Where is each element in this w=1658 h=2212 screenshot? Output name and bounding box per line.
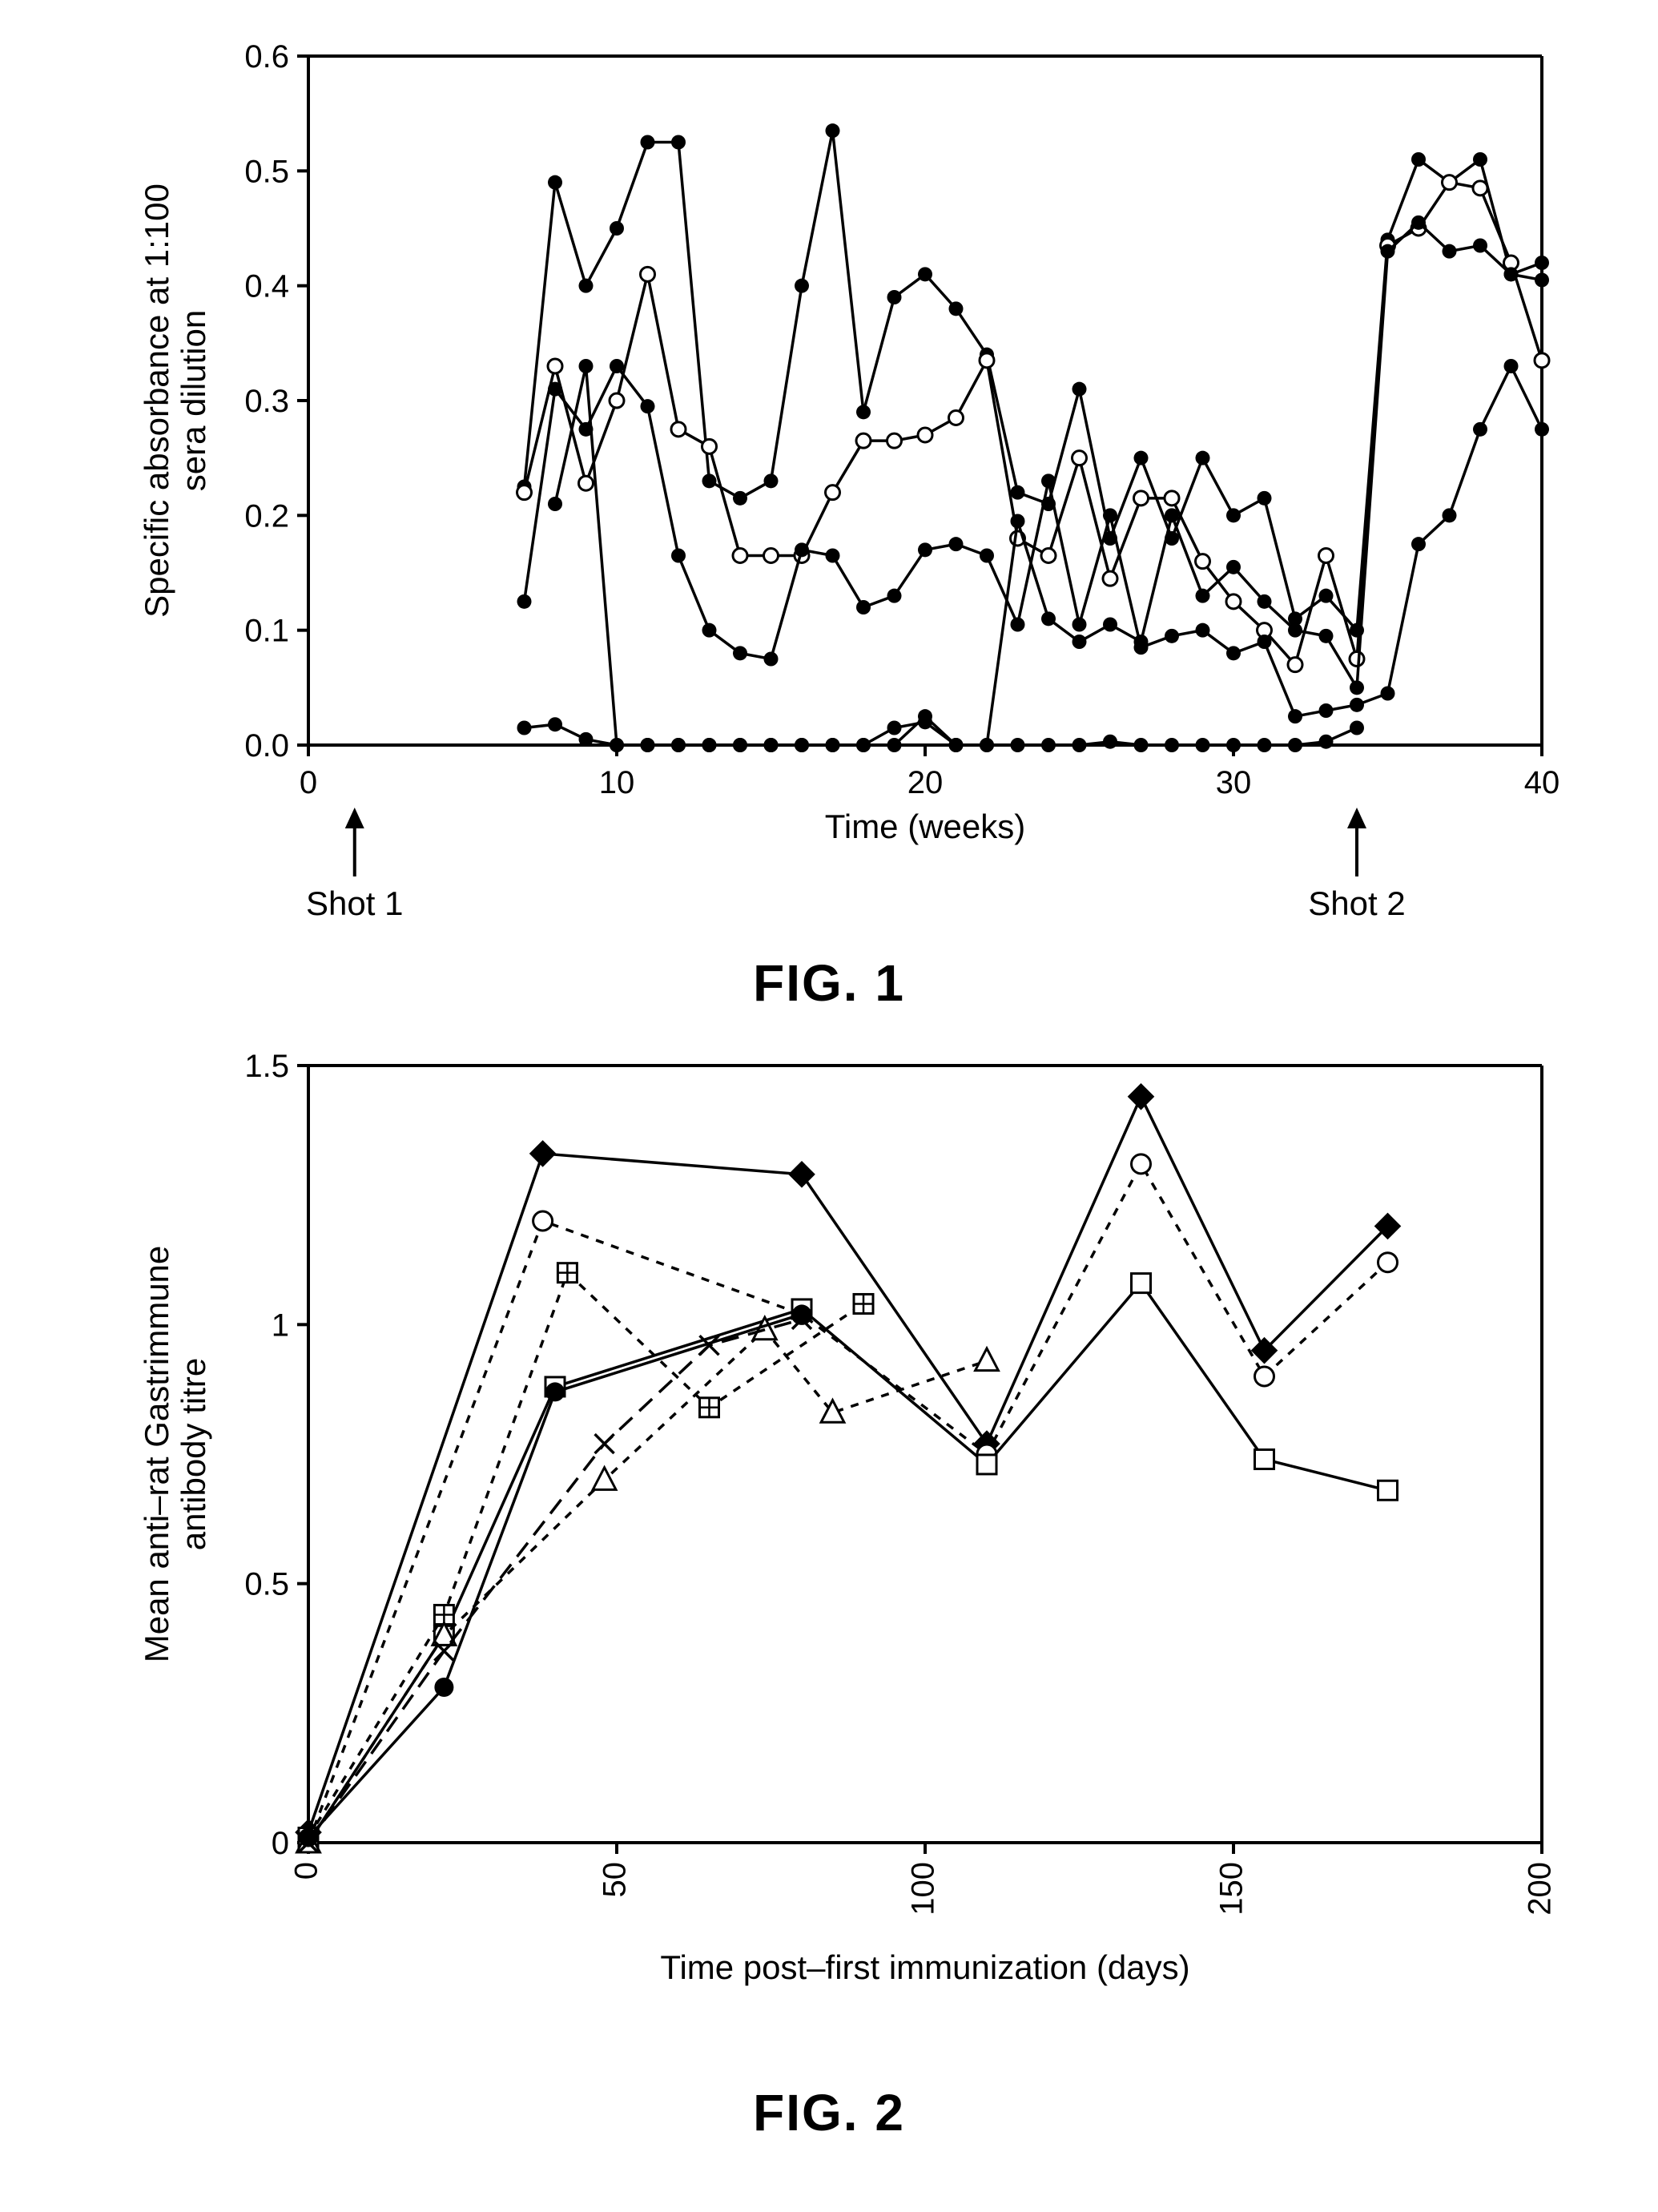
svg-text:0: 0 <box>272 1826 289 1861</box>
svg-text:0.4: 0.4 <box>244 269 289 304</box>
svg-text:0.2: 0.2 <box>244 498 289 534</box>
svg-text:Specific absorbance at 1:100se: Specific absorbance at 1:100sera dilutio… <box>138 183 212 618</box>
figure-2: 0 50 100 150 200 0 0.5 1 1.5 Time post–first immu… <box>0 1042 1658 2142</box>
svg-text:40: 40 <box>1524 765 1560 800</box>
figure-2-chart: 0 50 100 150 200 0 0.5 1 1.5 Time post–first immu… <box>68 1042 1590 2083</box>
svg-text:0: 0 <box>289 1862 324 1880</box>
svg-text:0.0: 0.0 <box>244 728 289 764</box>
svg-text:0.1: 0.1 <box>244 614 289 649</box>
svg-text:0.3: 0.3 <box>244 384 289 419</box>
svg-text:50: 50 <box>598 1862 633 1898</box>
svg-text:0.5: 0.5 <box>244 1567 289 1602</box>
svg-text:Time post–first immunization (: Time post–first immunization (days) <box>660 1948 1189 1986</box>
svg-text:150: 150 <box>1214 1862 1250 1916</box>
figure-1: 0 10 20 30 40 0.0 0.1 0.2 0.3 0.4 0.5 0.6 Time (week… <box>0 32 1658 1013</box>
svg-text:0.5: 0.5 <box>244 154 289 189</box>
figure-1-chart: 0 10 20 30 40 0.0 0.1 0.2 0.3 0.4 0.5 0.6 Time (week… <box>68 32 1590 953</box>
figure-1-label: FIG. 1 <box>0 953 1658 1013</box>
svg-text:20: 20 <box>907 765 944 800</box>
svg-text:Mean anti–rat Gastrimmuneantib: Mean anti–rat Gastrimmuneantibody titre <box>138 1246 212 1663</box>
svg-text:200: 200 <box>1523 1862 1558 1916</box>
svg-text:0: 0 <box>300 765 317 800</box>
svg-text:Time (weeks): Time (weeks) <box>825 808 1025 845</box>
svg-text:Shot 2: Shot 2 <box>1308 884 1405 922</box>
svg-text:100: 100 <box>906 1862 941 1916</box>
figure-2-label: FIG. 2 <box>0 2083 1658 2142</box>
svg-text:1.5: 1.5 <box>244 1049 289 1084</box>
svg-text:0.6: 0.6 <box>244 39 289 75</box>
svg-text:10: 10 <box>599 765 635 800</box>
svg-text:1: 1 <box>272 1307 289 1343</box>
svg-text:Shot 1: Shot 1 <box>306 884 403 922</box>
svg-text:30: 30 <box>1216 765 1252 800</box>
